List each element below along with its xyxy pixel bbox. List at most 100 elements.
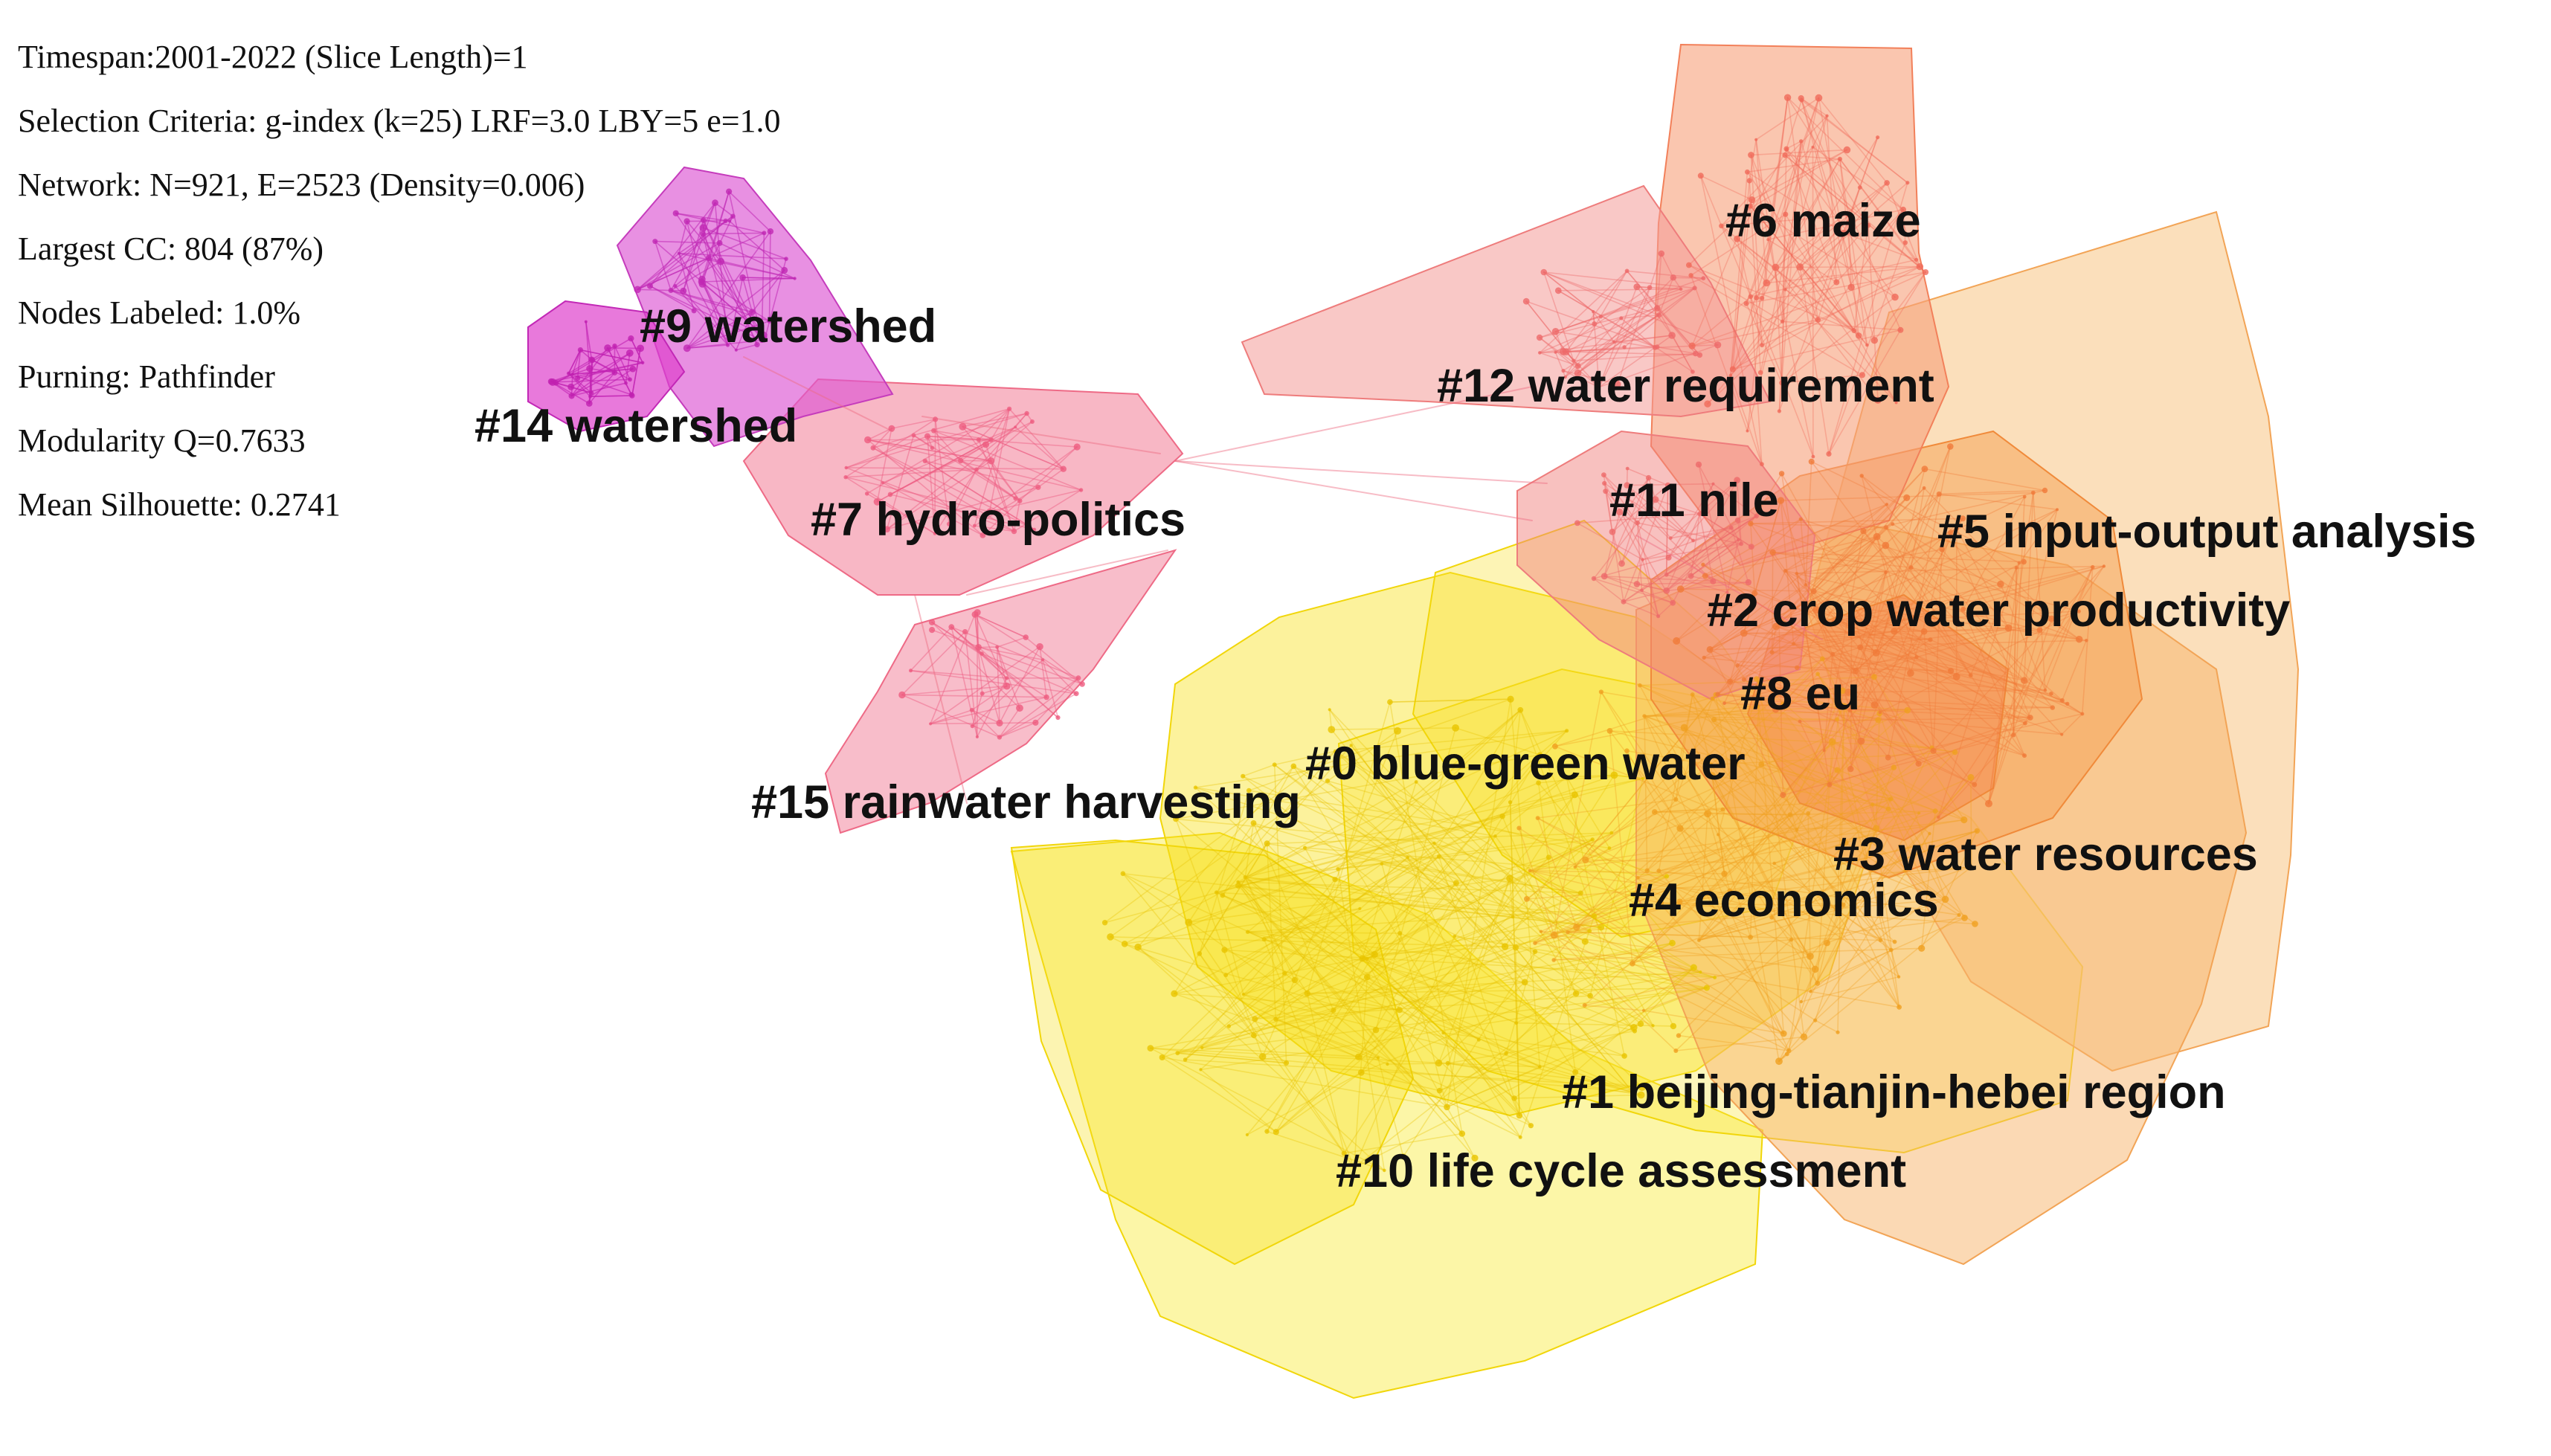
network-node <box>1606 728 1613 734</box>
network-edge <box>1293 765 1536 953</box>
network-edge <box>1949 532 2031 718</box>
network-edge <box>948 468 977 525</box>
network-node <box>1932 808 1938 814</box>
network-edge <box>1343 1133 1463 1154</box>
network-node <box>1908 565 1914 570</box>
network-edge <box>886 460 992 530</box>
network-edge <box>1871 804 1889 810</box>
network-edge <box>1293 765 1521 1138</box>
network-edge <box>1675 698 1714 800</box>
network-edge <box>1201 1047 1379 1059</box>
network-node <box>1759 295 1765 301</box>
network-edge <box>678 252 695 312</box>
network-edge <box>1529 870 1661 904</box>
network-node <box>1711 482 1715 486</box>
network-edge <box>1879 712 2025 756</box>
stat-selection-criteria: Selection Criteria: g-index (k=25) LRF=3… <box>18 103 781 139</box>
network-node <box>1476 1037 1481 1042</box>
network-node <box>1397 931 1403 936</box>
network-edge <box>1438 877 1511 1064</box>
network-edge <box>1646 808 1724 872</box>
network-edge <box>1859 646 1920 764</box>
network-edge <box>701 277 796 283</box>
network-node <box>1508 800 1513 805</box>
network-node <box>1445 1060 1450 1066</box>
network-edge <box>910 669 1008 679</box>
network-edge <box>1737 519 1742 545</box>
network-node <box>1453 934 1457 938</box>
network-edge <box>1800 518 2001 585</box>
network-edge <box>1161 905 1644 1058</box>
network-edge <box>1554 682 1760 747</box>
cluster-hull-7 <box>742 378 1184 596</box>
network-node <box>1772 622 1780 631</box>
network-edge <box>1700 175 1763 466</box>
network-edge <box>1790 917 1966 941</box>
network-edge <box>1276 847 1610 1133</box>
network-edge <box>901 631 966 696</box>
network-edge <box>1784 535 1878 572</box>
network-node <box>1380 862 1384 866</box>
network-edge <box>670 289 753 313</box>
network-edge <box>1923 627 2010 633</box>
network-edge <box>1737 665 1952 672</box>
network-node <box>1783 288 1787 291</box>
network-node <box>979 532 986 538</box>
stat-silhouette: Mean Silhouette: 0.2741 <box>18 486 341 523</box>
network-edge <box>1803 833 1931 1038</box>
network-edge <box>1537 817 1577 928</box>
network-node <box>1948 529 1954 535</box>
network-edge <box>1772 551 1912 569</box>
network-node <box>1837 156 1842 161</box>
network-edge <box>1828 181 1908 455</box>
network-edge <box>1526 898 1785 1034</box>
network-node <box>1676 898 1683 905</box>
network-edge <box>1709 535 1878 651</box>
network-edge <box>996 637 1026 648</box>
network-node <box>1787 812 1793 817</box>
network-edge <box>1876 535 1917 658</box>
network-node <box>1897 975 1901 979</box>
network-edge <box>1699 513 1752 548</box>
network-node <box>2014 565 2018 570</box>
network-node <box>1815 317 1821 323</box>
network-edge <box>1509 802 1520 1116</box>
network-edge <box>1775 656 1917 711</box>
network-node <box>975 644 982 651</box>
network-node <box>1782 152 1788 158</box>
network-edge <box>1447 1063 1642 1096</box>
network-node <box>1539 930 1543 933</box>
network-edge <box>1778 468 1926 620</box>
network-edge <box>1433 843 1582 894</box>
network-node <box>1601 472 1606 477</box>
network-edge <box>1237 881 1463 1135</box>
network-node <box>1272 762 1277 767</box>
network-edge <box>1343 794 1576 1154</box>
network-node <box>1704 400 1711 408</box>
network-node <box>1748 294 1754 299</box>
network-edge <box>1800 97 1908 184</box>
network-edge <box>988 446 1078 512</box>
network-edge <box>1653 346 1693 373</box>
network-edge <box>1201 942 1673 1048</box>
network-node <box>1688 342 1696 349</box>
network-edge <box>1389 701 1463 1135</box>
network-node <box>1147 1045 1154 1051</box>
network-edge <box>1729 706 1845 892</box>
network-edge <box>1333 892 1582 1011</box>
network-edge <box>1817 673 1966 919</box>
network-edge <box>1676 593 1755 642</box>
network-edge <box>1623 515 1757 603</box>
network-edge <box>1333 882 1457 1011</box>
network-node <box>975 735 979 739</box>
network-node <box>1614 381 1621 388</box>
network-edge <box>1137 765 1295 948</box>
network-node <box>1656 869 1661 874</box>
network-node <box>1359 955 1366 962</box>
network-edge <box>1713 718 1844 906</box>
network-edge <box>1636 522 1742 545</box>
network-edge <box>1252 822 1457 884</box>
network-edge <box>1276 839 1593 1133</box>
network-node <box>1134 943 1142 951</box>
network-edge <box>1353 993 1577 1169</box>
